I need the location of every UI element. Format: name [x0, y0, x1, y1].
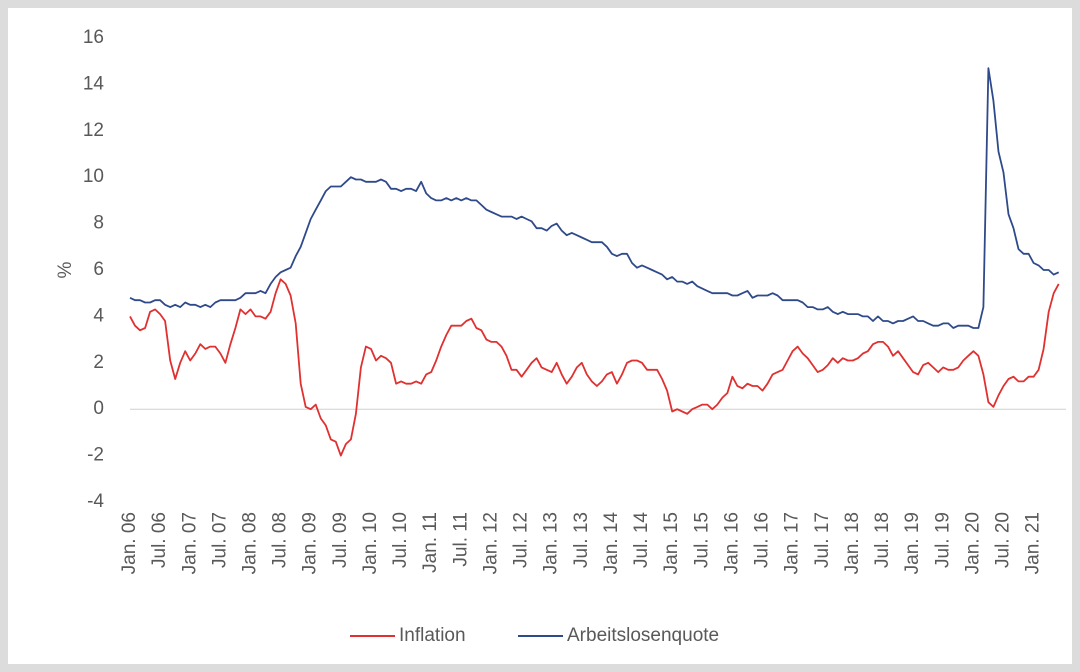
legend-label: Arbeitslosenquote — [567, 625, 719, 646]
x-tick-label: Jan. 13 — [541, 512, 562, 574]
y-tick-label: -4 — [87, 491, 104, 512]
y-tick-label: 4 — [93, 305, 104, 326]
x-tick-label: Jul. 07 — [209, 512, 230, 568]
x-tick-label: Jul. 08 — [270, 512, 291, 568]
x-tick-label: Jul. 10 — [390, 512, 411, 568]
legend-label: Inflation — [399, 625, 466, 646]
x-tick-label: Jan. 07 — [179, 512, 200, 574]
x-tick-label: Jan. 06 — [119, 512, 140, 574]
x-tick-label: Jan. 15 — [661, 512, 682, 574]
y-tick-label: 16 — [83, 27, 104, 48]
x-tick-label: Jul. 06 — [149, 512, 170, 568]
x-tick-label: Jan. 21 — [1023, 512, 1044, 574]
y-tick-label: -2 — [87, 445, 104, 466]
x-tick-label: Jul. 18 — [872, 512, 893, 568]
y-tick-label: 6 — [93, 259, 104, 280]
x-tick-label: Jul. 15 — [691, 512, 712, 568]
x-tick-label: Jan. 16 — [721, 512, 742, 574]
x-tick-label: Jul. 11 — [450, 512, 471, 567]
x-tick-label: Jan. 11 — [420, 512, 441, 573]
x-tick-label: Jul. 17 — [812, 512, 833, 568]
y-tick-label: 14 — [83, 73, 105, 94]
x-tick-label: Jan. 19 — [902, 512, 923, 574]
chart: % -4 -2 0 2 4 6 8 10 12 14 16 Jan. 06 Jul. 06 Jan. 07… — [55, 27, 1066, 646]
y-tick-label: 2 — [93, 352, 104, 373]
x-tick-label: Jul. 13 — [571, 512, 592, 568]
x-tick-label: Jan. 14 — [601, 512, 622, 575]
x-tick-label: Jul. 19 — [932, 512, 953, 568]
x-tick-label: Jan. 12 — [480, 512, 501, 574]
x-tick-label: Jan. 08 — [239, 512, 260, 574]
x-tick-label: Jan. 10 — [360, 512, 381, 574]
x-tick-label: Jul. 14 — [631, 512, 652, 568]
x-tick-label: Jul. 16 — [752, 512, 773, 568]
y-tick-label: 10 — [83, 166, 104, 187]
x-tick-label: Jan. 09 — [300, 512, 321, 574]
y-tick-label: 12 — [83, 120, 104, 141]
x-tick-label: Jan. 20 — [962, 512, 983, 574]
y-tick-label: 0 — [93, 398, 104, 419]
y-tick-label: 8 — [93, 213, 104, 234]
x-tick-label: Jul. 09 — [330, 512, 351, 568]
x-tick-label: Jan. 18 — [842, 512, 863, 574]
y-axis-label: % — [55, 261, 76, 278]
line-series — [129, 278, 1060, 457]
x-tick-label: Jul. 20 — [992, 512, 1013, 568]
x-tick-label: Jul. 12 — [511, 512, 532, 568]
x-tick-label: Jan. 17 — [782, 512, 803, 574]
line-series — [129, 67, 1060, 329]
